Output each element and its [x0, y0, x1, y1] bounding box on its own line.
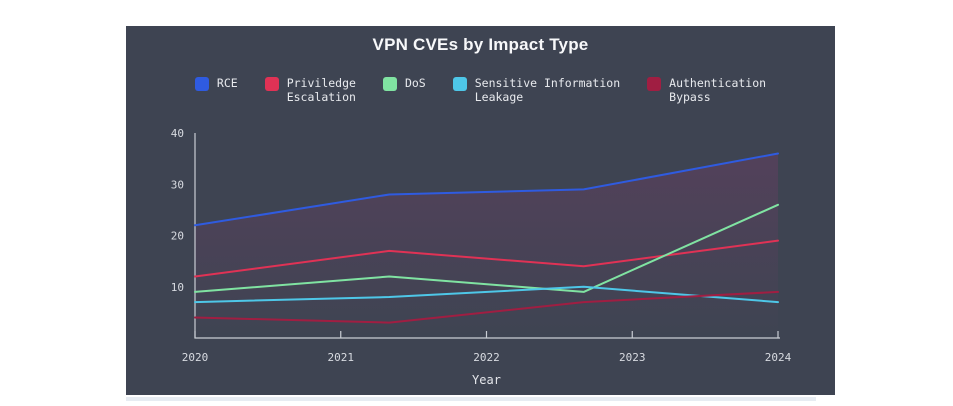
x-tick-label: 2022: [473, 351, 500, 364]
x-tick-label: 2024: [765, 351, 792, 364]
legend-label: Sensitive Information Leakage: [474, 76, 621, 105]
legend-swatch: [264, 77, 279, 91]
legend-item[interactable]: Priviledge Escalation: [264, 76, 356, 105]
chart-title: VPN CVEs by Impact Type: [372, 35, 589, 54]
x-tick-label: 2023: [619, 351, 646, 364]
y-tick-label: 40: [171, 127, 184, 140]
legend-label: Priviledge Escalation: [286, 76, 356, 105]
line-chart: 2020 2021 2022 2023 2024 10 20 30 40 Year: [171, 127, 792, 387]
legend-swatch: [647, 77, 662, 91]
line-dos: [194, 203, 779, 293]
bottom-window-edge: [126, 397, 816, 401]
area-fill-rce: [195, 153, 778, 338]
legend-swatch: [194, 77, 209, 91]
y-tick-label: 20: [171, 230, 184, 243]
chart-area-fills: [195, 153, 778, 338]
line-authentication-bypass: [194, 290, 779, 324]
legend-item[interactable]: Authentication Bypass: [647, 76, 766, 105]
line-sensitive-information-leakage: [194, 285, 779, 304]
y-tick-label: 10: [171, 281, 184, 294]
legend-item[interactable]: DoS: [382, 76, 426, 91]
line-priviledge-escalation: [194, 239, 779, 278]
line-rce: [194, 152, 779, 227]
legend-swatch: [382, 77, 397, 91]
legend-swatch: [452, 77, 467, 91]
legend: RCE Priviledge Escalation DoS Sensitive Inf…: [126, 76, 835, 105]
legend-label: RCE: [216, 76, 238, 90]
x-tick-label: 2020: [182, 351, 209, 364]
legend-item[interactable]: RCE: [194, 76, 238, 91]
chart-axes: 2020 2021 2022 2023 2024 10 20 30 40 Year: [171, 127, 792, 387]
chart-card: VPN CVEs by Impact Type RCE Priviledge Es…: [126, 26, 835, 395]
legend-item[interactable]: Sensitive Information Leakage: [452, 76, 621, 105]
chart-lines: [194, 152, 779, 324]
y-tick-label: 30: [171, 178, 184, 191]
x-tick-label: 2021: [328, 351, 355, 364]
x-axis-title: Year: [472, 373, 501, 387]
legend-label: Authentication Bypass: [669, 76, 767, 105]
legend-label: DoS: [404, 76, 426, 90]
